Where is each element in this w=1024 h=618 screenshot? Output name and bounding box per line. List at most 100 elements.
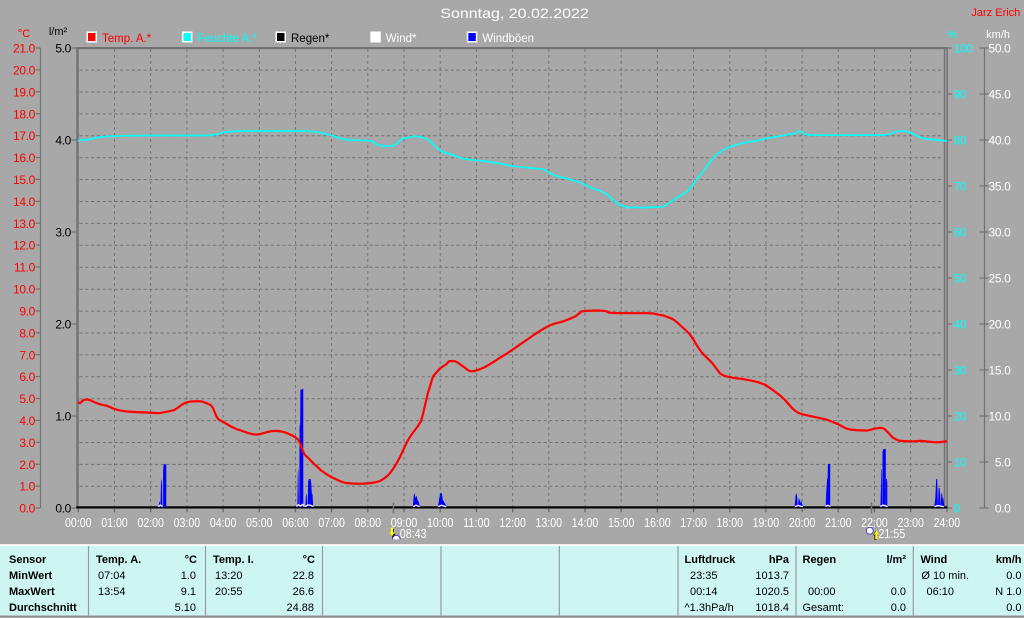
svg-text:18:00: 18:00: [717, 515, 744, 530]
svg-text:Regen: Regen: [803, 554, 837, 566]
svg-text:21.0: 21.0: [13, 42, 36, 56]
svg-text:02:00: 02:00: [137, 515, 164, 530]
svg-text:°C: °C: [185, 554, 197, 566]
svg-text:Wind: Wind: [921, 554, 948, 566]
svg-text:l/m²: l/m²: [886, 554, 906, 566]
svg-text:21:55: 21:55: [878, 527, 905, 541]
svg-text:l/m²: l/m²: [49, 26, 68, 38]
svg-text:Temp. A.*: Temp. A.*: [102, 33, 152, 45]
svg-text:Durchschnitt: Durchschnitt: [9, 602, 77, 614]
svg-text:14:00: 14:00: [572, 515, 599, 530]
svg-text:5.10: 5.10: [175, 602, 196, 614]
svg-text:1013.7: 1013.7: [755, 570, 789, 582]
svg-text:03:00: 03:00: [174, 515, 201, 530]
svg-text:16:00: 16:00: [644, 515, 671, 530]
svg-text:0: 0: [954, 502, 961, 516]
svg-text:17.0: 17.0: [13, 129, 36, 143]
svg-text:4.0: 4.0: [55, 134, 71, 148]
svg-text:^1.3hPa/h: ^1.3hPa/h: [685, 602, 734, 614]
svg-text:1018.4: 1018.4: [755, 602, 789, 614]
svg-text:22.8: 22.8: [293, 570, 314, 582]
svg-text:13:00: 13:00: [536, 515, 563, 530]
svg-text:16.0: 16.0: [13, 151, 36, 165]
svg-text:06:10: 06:10: [927, 586, 955, 598]
svg-text:9.1: 9.1: [181, 586, 196, 598]
svg-text:°C: °C: [18, 28, 30, 40]
svg-text:20: 20: [954, 410, 967, 424]
svg-text:10:00: 10:00: [427, 515, 454, 530]
svg-text:Gesamt:: Gesamt:: [803, 602, 845, 614]
svg-text:1.0: 1.0: [55, 410, 71, 424]
svg-text:20.0: 20.0: [989, 318, 1012, 332]
svg-text:18.0: 18.0: [13, 107, 36, 121]
svg-text:5.0: 5.0: [19, 392, 35, 406]
svg-text:30.0: 30.0: [989, 226, 1012, 240]
svg-text:20.0: 20.0: [13, 64, 36, 78]
svg-text:09:00: 09:00: [391, 515, 418, 530]
svg-text:km/h: km/h: [996, 554, 1022, 566]
svg-text:21:00: 21:00: [825, 515, 852, 530]
svg-text:11:00: 11:00: [463, 515, 490, 530]
svg-text:05:00: 05:00: [246, 515, 273, 530]
svg-text:100: 100: [954, 42, 974, 56]
svg-text:13:20: 13:20: [215, 570, 243, 582]
svg-text:2.0: 2.0: [55, 318, 71, 332]
svg-text:90: 90: [954, 88, 967, 102]
svg-text:1.0: 1.0: [181, 570, 196, 582]
svg-text:0.0: 0.0: [995, 502, 1011, 516]
svg-text:N 1.0: N 1.0: [995, 586, 1021, 598]
svg-text:30: 30: [954, 364, 967, 378]
svg-text:07:04: 07:04: [98, 570, 126, 582]
svg-text:9.0: 9.0: [19, 305, 35, 319]
svg-text:60: 60: [954, 226, 967, 240]
svg-text:10.0: 10.0: [989, 410, 1012, 424]
svg-text:15.0: 15.0: [989, 364, 1012, 378]
svg-text:MinWert: MinWert: [9, 570, 53, 582]
svg-text:15:00: 15:00: [608, 515, 635, 530]
svg-text:8.0: 8.0: [19, 326, 35, 340]
svg-text:14.0: 14.0: [13, 195, 36, 209]
svg-text:08:43: 08:43: [400, 527, 427, 541]
svg-text:3.0: 3.0: [55, 226, 71, 240]
svg-text:5.0: 5.0: [55, 42, 71, 56]
svg-text:50: 50: [954, 272, 967, 286]
svg-text:80: 80: [954, 134, 967, 148]
svg-text:06:00: 06:00: [282, 515, 309, 530]
svg-text:%: %: [947, 29, 957, 41]
svg-text:0.0: 0.0: [19, 502, 35, 516]
svg-text:1.0: 1.0: [19, 480, 35, 494]
svg-text:6.0: 6.0: [19, 370, 35, 384]
svg-text:7.0: 7.0: [19, 348, 35, 362]
svg-text:Regen*: Regen*: [291, 33, 330, 45]
svg-text:Jarz Erich: Jarz Erich: [971, 7, 1020, 19]
svg-text:40.0: 40.0: [989, 134, 1012, 148]
svg-text:20:00: 20:00: [789, 515, 816, 530]
svg-text:12:00: 12:00: [499, 515, 526, 530]
svg-text:00:00: 00:00: [65, 515, 92, 530]
svg-text:Ø 10 min.: Ø 10 min.: [921, 570, 969, 582]
svg-text:5.0: 5.0: [995, 456, 1011, 470]
svg-text:10.0: 10.0: [13, 283, 36, 297]
svg-text:km/h: km/h: [986, 29, 1010, 41]
svg-text:00:00: 00:00: [808, 586, 836, 598]
svg-text:13:54: 13:54: [98, 586, 126, 598]
svg-text:22:00: 22:00: [861, 515, 888, 530]
svg-text:23:35: 23:35: [690, 570, 718, 582]
svg-text:1020.5: 1020.5: [755, 586, 789, 598]
svg-text:Windböen: Windböen: [482, 33, 534, 45]
svg-text:45.0: 45.0: [989, 88, 1012, 102]
svg-text:Sensor: Sensor: [9, 554, 47, 566]
svg-text:°C: °C: [303, 554, 315, 566]
svg-text:24.88: 24.88: [286, 602, 314, 614]
svg-text:07:00: 07:00: [318, 515, 345, 530]
svg-text:23:00: 23:00: [897, 515, 924, 530]
svg-text:40: 40: [954, 318, 967, 332]
svg-text:12.0: 12.0: [13, 239, 36, 253]
svg-text:0.0: 0.0: [1006, 602, 1021, 614]
svg-text:24:00: 24:00: [934, 515, 961, 530]
svg-text:2.0: 2.0: [19, 458, 35, 472]
svg-text:Temp. A.: Temp. A.: [96, 554, 141, 566]
svg-text:00:14: 00:14: [690, 586, 718, 598]
svg-text:35.0: 35.0: [989, 180, 1012, 194]
svg-text:25.0: 25.0: [989, 272, 1012, 286]
